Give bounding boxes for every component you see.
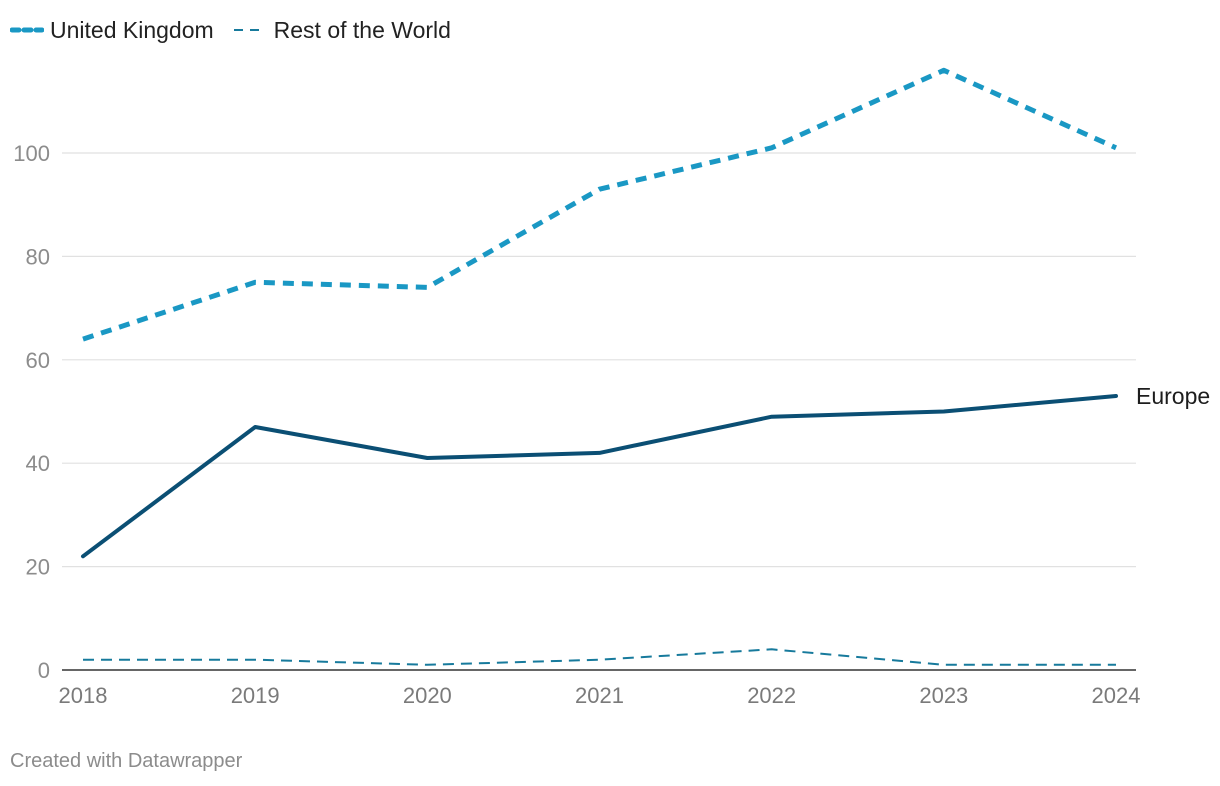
data-point-europe-2024	[1114, 394, 1118, 398]
x-tick-label-2024: 2024	[1092, 683, 1141, 708]
data-point-europe-2021	[598, 451, 602, 455]
x-tick-label-2021: 2021	[575, 683, 624, 708]
legend-swatch-united-kingdom	[10, 27, 44, 33]
series-line-united-kingdom	[82, 67, 1118, 342]
data-point-rest-of-the-world-2019	[253, 658, 257, 662]
x-tick-label-2022: 2022	[747, 683, 796, 708]
x-tick-label-2020: 2020	[403, 683, 452, 708]
data-point-europe-2022	[770, 415, 774, 419]
series-line-europe	[81, 394, 1118, 559]
legend-item-rest-of-the-world: Rest of the World	[232, 17, 451, 44]
data-point-europe-2018	[81, 554, 85, 558]
x-tick-label-2023: 2023	[919, 683, 968, 708]
x-tick-label-2019: 2019	[231, 683, 280, 708]
data-point-rest-of-the-world-2020	[425, 663, 429, 667]
y-tick-label-40: 40	[26, 451, 50, 476]
y-tick-label-0: 0	[38, 658, 50, 683]
data-point-united-kingdom-2018	[81, 337, 85, 341]
footer-credit: Created with Datawrapper	[10, 750, 243, 772]
chart-legend: United Kingdom Rest of the World	[10, 14, 451, 46]
data-point-united-kingdom-2022	[770, 146, 774, 150]
line-chart: 0 20 40 60 80 100 2018 2019 2020 2021 2022 2023 2024…	[13, 67, 1210, 708]
data-point-europe-2020	[425, 456, 429, 460]
data-point-united-kingdom-2023	[942, 68, 946, 72]
series-label-europe: Europe	[1136, 383, 1210, 409]
data-point-rest-of-the-world-2018	[81, 658, 85, 662]
series-line-rest-of-the-world	[83, 648, 1116, 666]
data-point-rest-of-the-world-2023	[942, 663, 946, 667]
y-tick-label-20: 20	[26, 555, 50, 580]
data-point-europe-2019	[253, 425, 257, 429]
legend-swatch-rest-of-the-world	[233, 29, 266, 31]
x-tick-label-2018: 2018	[59, 683, 108, 708]
legend-label-rest-of-the-world: Rest of the World	[273, 16, 451, 43]
legend-item-united-kingdom: United Kingdom	[10, 17, 214, 44]
legend-label-united-kingdom: United Kingdom	[50, 16, 214, 43]
data-point-united-kingdom-2024	[1114, 146, 1118, 150]
y-tick-label-100: 100	[13, 141, 50, 166]
data-point-united-kingdom-2021	[598, 187, 602, 191]
data-point-rest-of-the-world-2022	[770, 647, 774, 651]
data-point-rest-of-the-world-2024	[1114, 663, 1118, 667]
y-tick-label-80: 80	[26, 244, 50, 269]
data-point-united-kingdom-2019	[253, 280, 257, 284]
data-point-united-kingdom-2020	[425, 285, 429, 289]
data-point-europe-2023	[942, 410, 946, 414]
y-tick-label-60: 60	[26, 348, 50, 373]
data-point-rest-of-the-world-2021	[598, 658, 602, 662]
